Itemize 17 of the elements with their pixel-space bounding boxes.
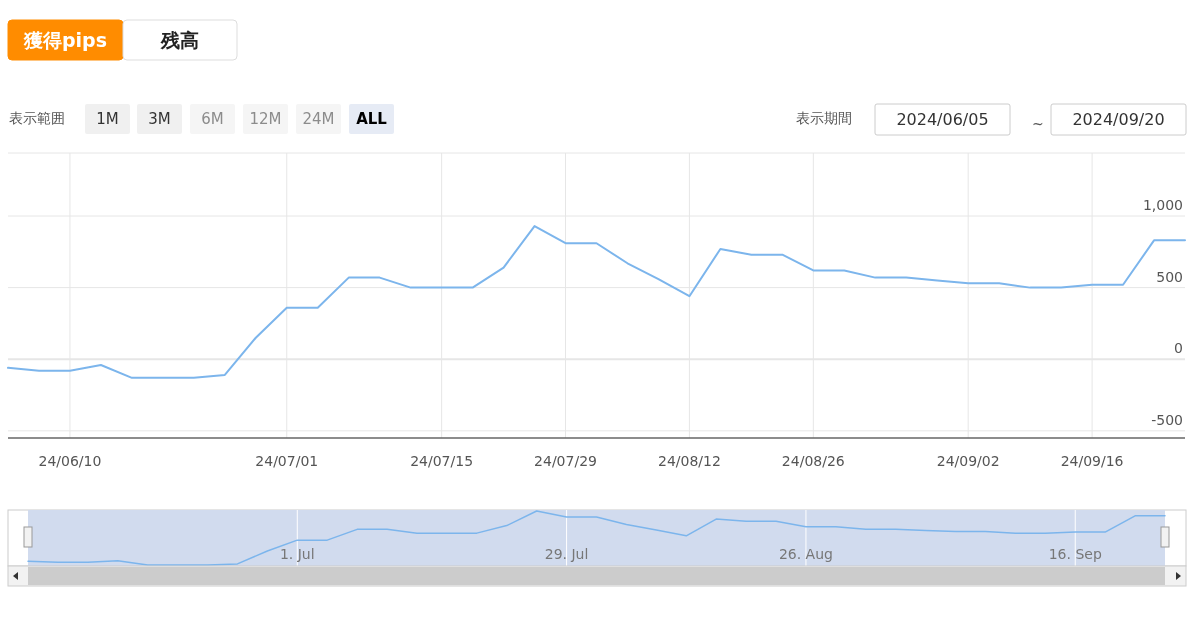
x-tick-label: 24/09/02	[936, 453, 1000, 469]
x-tick-label: 16. Sep	[1048, 546, 1102, 562]
x-tick-label: 26. Aug	[778, 546, 833, 562]
x-tick-label: 24/08/26	[781, 453, 845, 469]
y-tick-label: 500	[1156, 268, 1183, 285]
x-tick-label: 24/08/12	[657, 453, 721, 469]
controls: 獲得pips 残高 表示範囲 1M 3M 6M 12M 24M ALL 表示期間 2024/06/05 ~ 2024/09/20	[7, 19, 1187, 136]
y-tick-label: 1,000	[1142, 197, 1183, 214]
x-tick-label: 29. Jul	[544, 546, 589, 562]
x-tick-label: 24/06/10	[38, 453, 102, 469]
y-tick-label: -500	[1151, 411, 1183, 428]
x-tick-label: 24/07/15	[410, 453, 474, 469]
y-tick-label: 0	[1174, 340, 1183, 357]
x-tick-label: 1. Jul	[279, 546, 315, 562]
x-tick-label: 24/09/16	[1060, 453, 1124, 469]
x-tick-label: 24/07/29	[534, 453, 597, 469]
x-tick-label: 24/07/01	[255, 453, 319, 469]
